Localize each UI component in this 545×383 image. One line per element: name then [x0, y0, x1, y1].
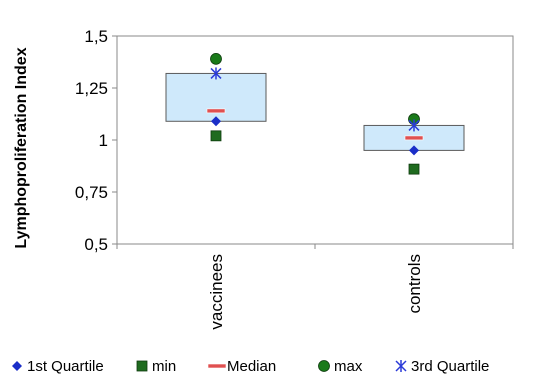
legend-item-min: min	[136, 358, 176, 375]
legend-item-max: max	[318, 358, 363, 375]
y-axis-title: Lymphoproliferation Index	[13, 47, 30, 248]
median-marker	[404, 135, 424, 141]
legend-max-marker	[318, 360, 330, 372]
legend-label: min	[152, 358, 176, 375]
3rd-quartile-marker	[408, 119, 420, 132]
y-tick-label: 1	[99, 131, 108, 150]
legend-label: max	[334, 358, 363, 375]
legend: 1st Quartile min Median max 3rd Quartile	[12, 358, 489, 375]
3rd-quartile-marker	[210, 67, 222, 80]
legend-min-marker	[136, 360, 148, 372]
min-marker	[408, 163, 420, 175]
legend-item-3rd-quartile: 3rd Quartile	[395, 358, 489, 375]
y-tick-label: 1,25	[75, 79, 108, 98]
legend-median-marker	[207, 363, 227, 369]
x-category-label: controls	[405, 254, 424, 314]
min-marker	[210, 130, 222, 142]
y-tick-label: 1,5	[84, 27, 108, 46]
legend-1st-quartile-marker	[12, 361, 22, 371]
x-category-label: vaccinees	[207, 254, 226, 330]
y-tick-label: 0,75	[75, 183, 108, 202]
median-marker	[206, 108, 226, 114]
1st-quartile-marker	[409, 145, 419, 156]
legend-item-median: Median	[207, 358, 276, 375]
legend-label: Median	[227, 358, 276, 375]
max-marker	[210, 52, 222, 65]
legend-3rd-quartile-marker	[395, 360, 407, 372]
plot-area: 0,5 0,75 1 1,25 1,5 vaccinees controls	[75, 27, 514, 330]
box-vaccinees	[165, 72, 267, 122]
legend-item-1st-quartile: 1st Quartile	[12, 358, 104, 375]
1st-quartile-marker	[211, 116, 221, 127]
y-tick-label: 0,5	[84, 235, 108, 254]
legend-label: 1st Quartile	[27, 358, 104, 375]
legend-label: 3rd Quartile	[411, 358, 489, 375]
